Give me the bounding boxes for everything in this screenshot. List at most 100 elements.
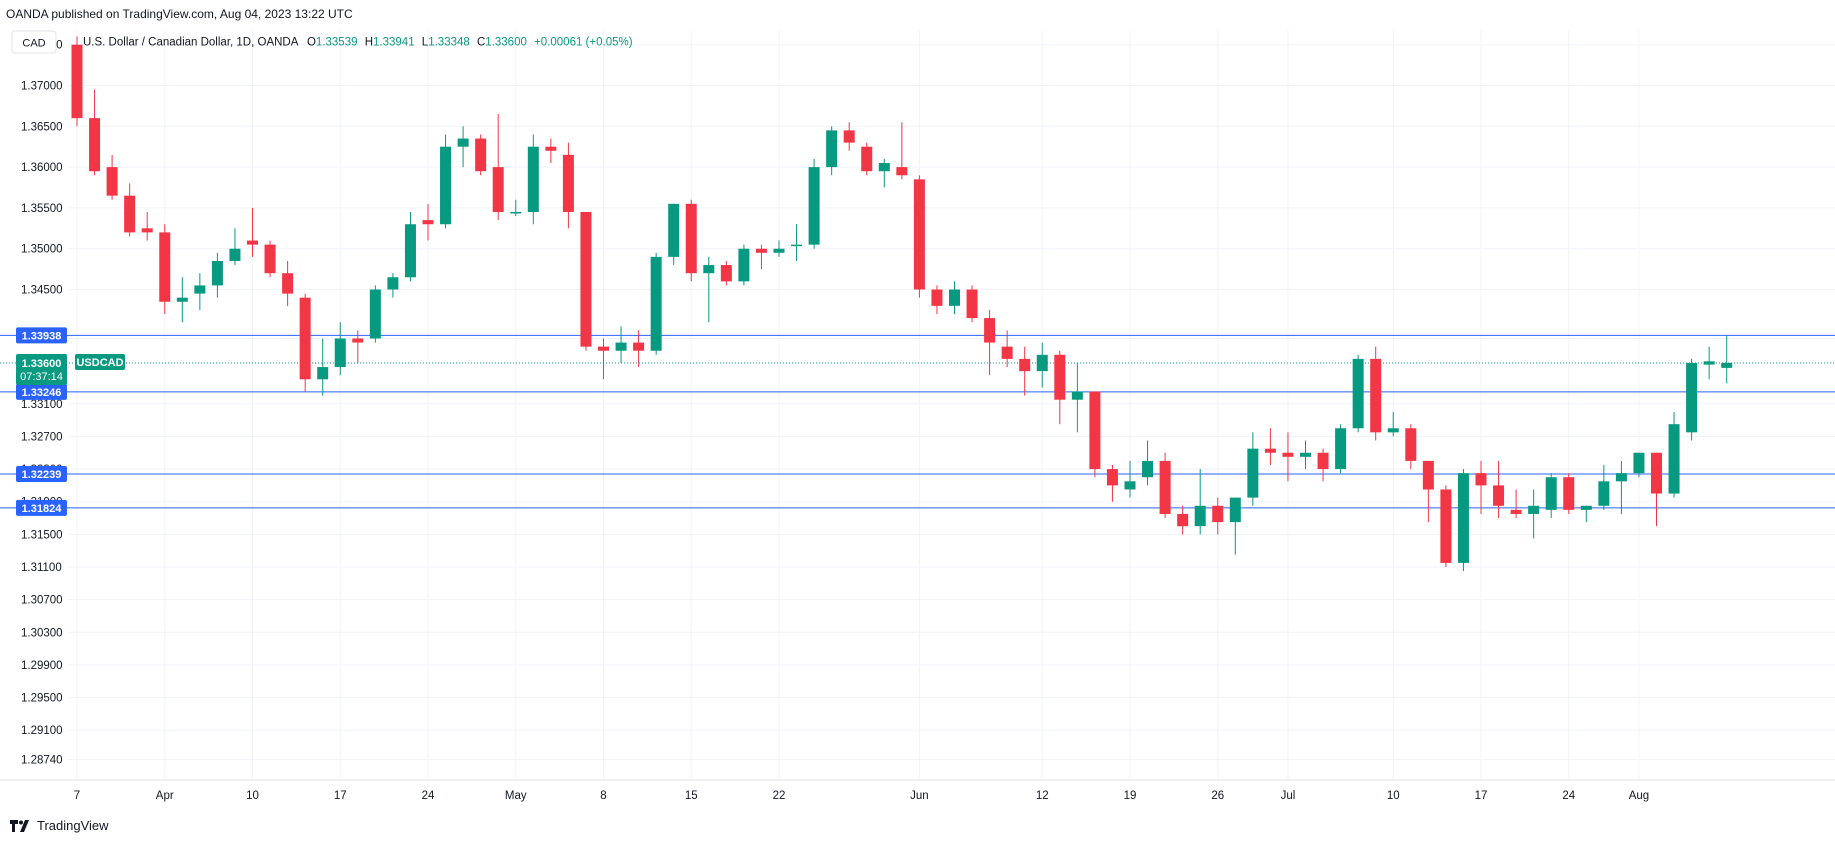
candle-body-up <box>1580 505 1592 510</box>
candle-body-up <box>1633 452 1645 474</box>
candle-body-up <box>440 146 452 225</box>
x-tick-label: 15 <box>685 790 698 802</box>
candle-body-down <box>299 297 311 380</box>
candle-body-down <box>1493 485 1505 506</box>
last-price-badge <box>16 353 67 385</box>
candle-body-down <box>1422 460 1434 490</box>
candle-body-up <box>1194 505 1206 527</box>
close-value: 1.33600 <box>485 37 527 49</box>
low-label: L <box>422 37 429 49</box>
candle-body-down <box>545 146 557 151</box>
price-level-badge <box>16 383 67 400</box>
candle-body-up <box>387 277 399 290</box>
candle-body-down <box>1177 513 1189 527</box>
candle-body-down <box>282 273 294 294</box>
open-label: O <box>307 37 316 49</box>
candle-body-down <box>931 289 943 306</box>
candle-body-down <box>1089 391 1101 470</box>
currency-badge-box[interactable] <box>11 30 57 54</box>
candle-body-up <box>615 342 627 351</box>
candle-body-down <box>913 179 925 290</box>
x-tick-label: 12 <box>1036 790 1049 802</box>
high-label: H <box>365 37 373 49</box>
currency-badge[interactable]: CAD <box>22 38 45 50</box>
price-level-value: 1.32239 <box>22 469 62 481</box>
low-value: 1.33348 <box>428 37 470 49</box>
candle-body-down <box>1510 509 1522 514</box>
candle-body-down <box>1159 460 1171 514</box>
candle-body-down <box>492 167 504 212</box>
candle-body-up <box>949 289 960 306</box>
candle-body-up <box>176 297 188 302</box>
y-tick-label: 1.29500 <box>21 693 63 705</box>
x-tick-label: 24 <box>422 790 435 802</box>
y-tick-label: 1.35000 <box>21 244 63 256</box>
x-tick-label: 22 <box>773 790 786 802</box>
candle-body-down <box>1405 428 1417 461</box>
candle-body-up <box>773 248 785 253</box>
candle-body-down <box>247 240 258 245</box>
candle-body-down <box>984 318 996 343</box>
y-tick-label: 1.37000 <box>21 80 63 92</box>
candles-layer <box>71 36 1733 572</box>
candle-body-up <box>1071 391 1083 400</box>
grid-layer <box>68 30 1835 780</box>
open-value: 1.33539 <box>316 37 358 49</box>
x-tick-label: Aug <box>1629 790 1649 802</box>
candle-body-up <box>369 289 381 339</box>
candle-body-down <box>159 232 171 302</box>
candle-body-up <box>808 167 820 245</box>
candle-body-up <box>791 244 803 247</box>
high-value: 1.33941 <box>373 37 415 49</box>
y-tick-label: 1.30300 <box>21 627 63 639</box>
candle-body-up <box>1387 428 1399 433</box>
candle-body-up <box>211 260 223 286</box>
candle-body-down <box>1054 354 1066 400</box>
candle-body-up <box>334 338 346 368</box>
legend-line: U.S. Dollar / Canadian Dollar, 1D, OANDA… <box>83 37 633 49</box>
candle-body-down <box>966 289 978 319</box>
candle-body-down <box>1282 452 1294 457</box>
candle-body-up <box>1229 497 1241 523</box>
candle-body-up <box>650 256 662 351</box>
candle-body-up <box>1142 460 1154 478</box>
instrument-title: U.S. Dollar / Canadian Dollar, 1D, OANDA <box>83 37 299 49</box>
price-level-value: 1.31824 <box>22 503 63 515</box>
y-axis: 1.375001.370001.365001.360001.355001.350… <box>21 40 63 767</box>
candle-body-down <box>1440 489 1452 563</box>
x-tick-label: Jun <box>910 790 929 802</box>
x-axis: 7 Apr 10 17 24 May 8 15 22 Jun 12 19 26 Jul 10 17 24 Aug <box>0 779 1835 802</box>
candle-body-up <box>668 203 680 257</box>
symbol-tag-label: USDCAD <box>76 357 123 369</box>
x-tick-label: 8 <box>600 790 606 802</box>
candle-body-down <box>71 44 83 119</box>
close-label: C <box>477 37 485 49</box>
x-tick-label: Jul <box>1281 790 1296 802</box>
candle-body-up <box>1545 477 1557 510</box>
candle-body-down <box>106 167 118 196</box>
footer-brand: TradingView <box>10 818 109 833</box>
price-level-value: 1.33938 <box>22 330 62 342</box>
candle-body-down <box>755 248 767 253</box>
price-level-badge <box>16 327 67 344</box>
y-tick-label: 1.34500 <box>21 285 63 297</box>
candle-body-up <box>404 224 416 278</box>
candle-body-down <box>1001 346 1013 359</box>
candle-body-up <box>457 138 469 147</box>
chart-legend: CAD U.S. Dollar / Canadian Dollar, 1D, O… <box>11 30 633 54</box>
candle-body-down <box>1370 358 1382 433</box>
footer-brand-text: TradingView <box>37 818 109 833</box>
candle-body-down <box>352 338 364 343</box>
candle-body-down <box>633 342 645 351</box>
attribution-text: OANDA published on TradingView.com, Aug … <box>6 7 353 21</box>
candle-body-down <box>861 146 873 172</box>
x-tick-label: 24 <box>1562 790 1575 802</box>
tradingview-logo-icon <box>10 819 29 832</box>
y-tick-label: 1.30700 <box>21 595 63 607</box>
candle-body-up <box>1247 448 1259 498</box>
change-value: +0.00061 (+0.05%) <box>534 37 633 49</box>
candle-body-down <box>141 228 153 233</box>
candle-body-up <box>1668 424 1680 494</box>
x-tick-label: 17 <box>1475 790 1488 802</box>
